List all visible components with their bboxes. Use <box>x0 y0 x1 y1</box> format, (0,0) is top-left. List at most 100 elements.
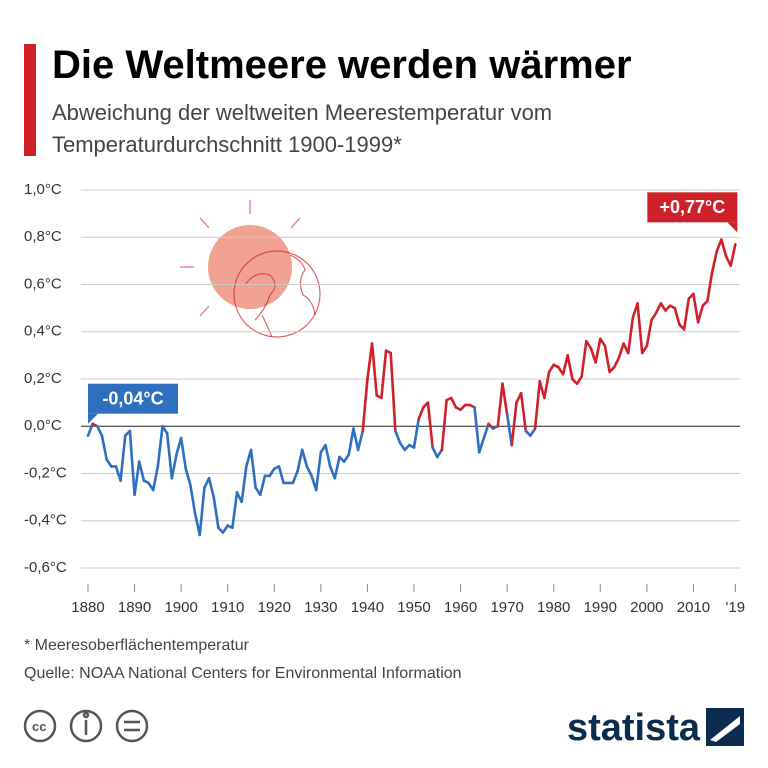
y-tick-label: 0,4°C <box>24 323 62 340</box>
value-label: +0,77°C <box>659 197 725 217</box>
cc-mark: cc <box>32 719 46 734</box>
sun-globe-icon <box>180 200 321 338</box>
line-segment <box>207 476 216 499</box>
line-segment <box>482 422 490 440</box>
line-segment <box>580 339 588 378</box>
line-segment <box>212 495 220 530</box>
line-segment <box>473 406 481 454</box>
line-segment <box>533 380 542 430</box>
line-segment <box>156 424 164 468</box>
subtitle: Temperaturdurchschnitt 1900-1999* <box>52 132 402 157</box>
line-segment <box>361 377 369 433</box>
line-segment <box>198 486 206 537</box>
line-segment <box>249 448 257 489</box>
line-segment <box>412 417 420 449</box>
line-segment <box>128 429 136 497</box>
x-tick-label: 1980 <box>537 599 570 616</box>
x-tick-label: 1930 <box>304 599 337 616</box>
license-icons <box>23 709 149 743</box>
x-tick-label: 2000 <box>630 599 663 616</box>
line-segment <box>654 302 663 315</box>
line-segment <box>100 434 108 461</box>
line-segment <box>370 342 379 397</box>
line-segment <box>105 458 113 468</box>
title-bar <box>24 44 36 156</box>
line-segment <box>440 398 448 452</box>
line-segment <box>179 436 188 471</box>
line-segment <box>352 427 360 452</box>
line-segment <box>575 375 583 386</box>
line-segment <box>720 238 728 258</box>
line-segment <box>696 304 705 324</box>
value-label-box <box>647 192 738 223</box>
line-segment <box>333 455 341 480</box>
line-segment <box>612 356 621 369</box>
line-segment <box>561 354 569 376</box>
line-segment <box>501 382 509 416</box>
line-segment <box>184 467 192 487</box>
line-segment <box>165 432 174 480</box>
line-segment <box>547 363 556 374</box>
value-label-box <box>87 383 178 414</box>
x-tick-label: 1940 <box>351 599 384 616</box>
line-segment <box>519 391 528 433</box>
line-segment <box>133 460 141 497</box>
line-segment <box>636 302 644 355</box>
line-segment <box>650 311 658 322</box>
line-segment <box>431 446 439 459</box>
x-tick-label: 1900 <box>164 599 197 616</box>
line-segment <box>706 271 714 303</box>
line-segment <box>598 337 607 348</box>
footnote: * Meeresoberflächentemperatur <box>24 637 250 654</box>
line-segment <box>585 339 593 350</box>
line-segment <box>305 465 313 478</box>
line-segment <box>151 465 160 492</box>
line-segment <box>505 413 514 447</box>
line-segment <box>510 401 518 447</box>
x-tick-label: 1970 <box>490 599 523 616</box>
y-tick-label: 0,6°C <box>24 275 62 292</box>
line-segment <box>291 469 299 485</box>
line-segment <box>96 424 104 438</box>
x-tick-label: 1880 <box>71 599 104 616</box>
line-segment <box>617 342 625 360</box>
x-tick-label: 1920 <box>258 599 291 616</box>
line-segment <box>342 453 351 463</box>
line-segment <box>645 318 653 348</box>
line-segment <box>659 302 667 312</box>
x-tick-label: 1960 <box>444 599 477 616</box>
line-segment <box>119 434 127 482</box>
line-segment <box>347 427 355 456</box>
x-tick-label: '19 <box>726 599 746 616</box>
line-segment <box>673 306 681 326</box>
line-segment <box>170 453 178 480</box>
line-segment <box>389 351 397 433</box>
x-tick-label: 1950 <box>397 599 430 616</box>
line-segment <box>296 448 304 473</box>
line-segment <box>435 448 444 459</box>
line-segment <box>529 427 537 438</box>
line-segment <box>449 396 458 409</box>
chart-title: Die Weltmeere werden wärmer <box>52 43 632 87</box>
line-segment <box>426 401 434 449</box>
y-tick-label: -0,4°C <box>24 512 67 529</box>
line-segment <box>692 292 700 324</box>
line-segment <box>729 243 737 267</box>
source: Quelle: NOAA National Centers for Enviro… <box>24 665 462 682</box>
line-segment <box>231 491 239 530</box>
line-segment <box>221 524 230 534</box>
brand-logo <box>706 708 744 746</box>
y-tick-label: 0,2°C <box>24 370 62 387</box>
line-segment <box>710 250 719 274</box>
line-segment <box>626 316 635 355</box>
line-segment <box>277 465 285 485</box>
x-tick-label: 1990 <box>584 599 617 616</box>
line-segment <box>496 382 504 428</box>
brand: statista <box>567 707 701 749</box>
line-segment <box>477 436 486 454</box>
line-segment <box>356 429 365 452</box>
line-segment <box>394 429 402 445</box>
line-segment <box>366 342 374 381</box>
value-label-pointer <box>727 222 738 233</box>
y-tick-label: 0,8°C <box>24 228 62 245</box>
